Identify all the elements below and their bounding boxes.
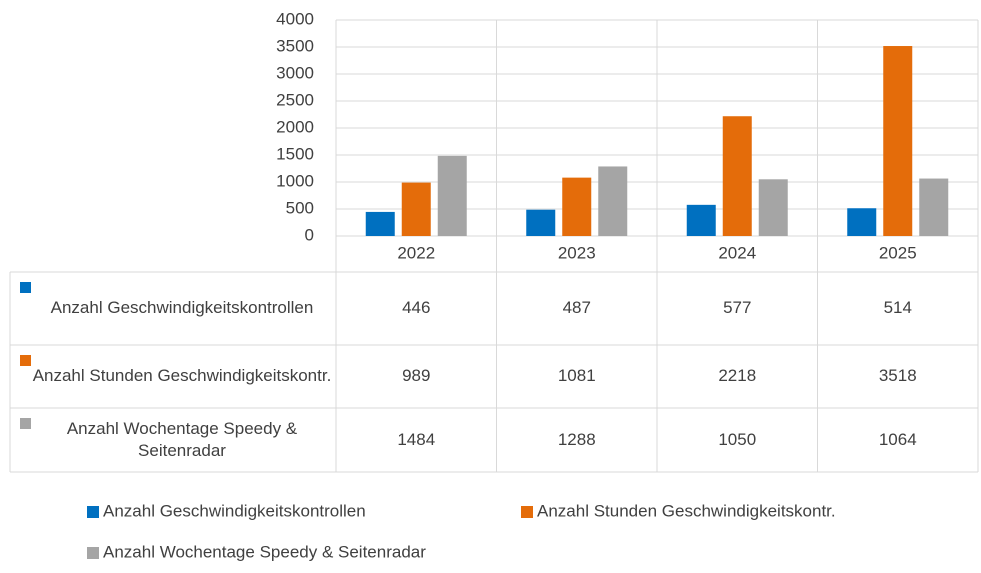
- bar: [686, 204, 716, 236]
- y-tick-label: 1000: [276, 171, 314, 190]
- y-tick-label: 2000: [276, 117, 314, 136]
- legend-label: Anzahl Geschwindigkeitskontrollen: [103, 501, 366, 520]
- bar: [883, 46, 913, 236]
- x-tick-label: 2022: [397, 243, 435, 262]
- bar: [437, 155, 467, 236]
- bar: [365, 211, 395, 236]
- x-tick-label: 2025: [879, 243, 917, 262]
- legend-marker: [87, 547, 99, 559]
- y-tick-label: 3500: [276, 36, 314, 55]
- x-tick-label: 2024: [718, 243, 756, 262]
- table-row-label: Anzahl Wochentage Speedy & Seitenradar: [10, 408, 336, 472]
- legend-label: Anzahl Wochentage Speedy & Seitenradar: [103, 542, 426, 561]
- bar: [526, 209, 556, 236]
- legend-marker: [521, 506, 533, 518]
- x-tick-label: 2023: [558, 243, 596, 262]
- bar: [722, 116, 752, 236]
- table-value: 1288: [557, 429, 596, 449]
- bar: [562, 177, 592, 236]
- table-value: 577: [723, 298, 752, 318]
- bar: [758, 179, 788, 236]
- bar: [847, 208, 877, 236]
- y-tick-label: 0: [305, 225, 314, 244]
- table-value: 487: [562, 298, 591, 318]
- bar: [401, 182, 431, 236]
- table-value: 1050: [718, 429, 757, 449]
- row-label-text: Anzahl Geschwindigkeitskontrollen: [50, 298, 314, 318]
- table-value: 3518: [878, 366, 917, 386]
- table-value: 1064: [878, 429, 917, 449]
- y-tick-label: 2500: [276, 90, 314, 109]
- legend-marker: [20, 282, 31, 293]
- y-tick-label: 1500: [276, 144, 314, 163]
- table-row-label: Anzahl Geschwindigkeitskontrollen: [10, 272, 336, 345]
- table-value: 446: [402, 298, 431, 318]
- table-value: 1081: [557, 366, 596, 386]
- y-tick-label: 3000: [276, 63, 314, 82]
- row-label-text: Anzahl Stunden Geschwindigkeitskontr.: [32, 366, 332, 386]
- table-value: 2218: [718, 366, 757, 386]
- legend-marker: [20, 355, 31, 366]
- table-row-label: Anzahl Stunden Geschwindigkeitskontr.: [10, 345, 336, 408]
- legend-label: Anzahl Stunden Geschwindigkeitskontr.: [537, 501, 836, 520]
- row-label-text: Anzahl Wochentage Speedy & Seitenradar: [66, 418, 298, 460]
- y-tick-label: 4000: [276, 9, 314, 28]
- bar: [919, 178, 949, 236]
- table-value: 1484: [397, 429, 436, 449]
- table-value: 989: [402, 366, 431, 386]
- legend-marker: [20, 418, 31, 429]
- y-tick-label: 500: [286, 198, 314, 217]
- bar: [598, 166, 628, 236]
- table-value: 514: [883, 298, 912, 318]
- legend-marker: [87, 506, 99, 518]
